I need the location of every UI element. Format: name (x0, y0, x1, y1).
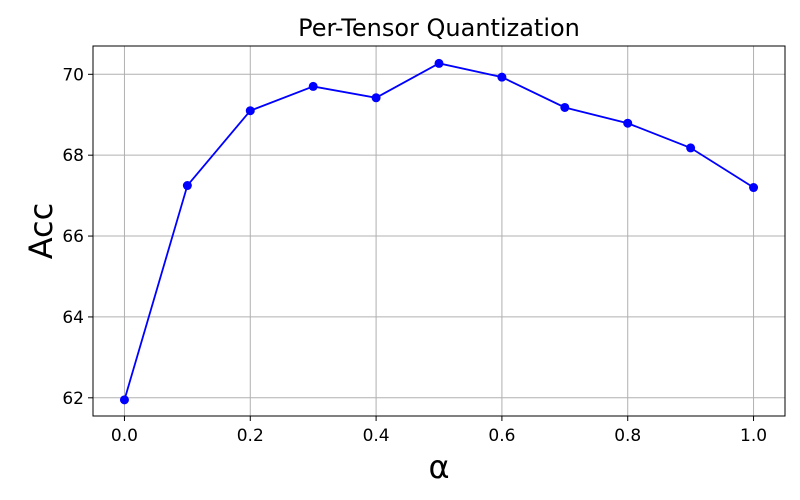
plot-frame (92, 45, 786, 417)
x-tick-label: 0.4 (363, 426, 390, 446)
data-point (245, 106, 255, 116)
series-layer (119, 58, 759, 405)
data-point (308, 81, 318, 91)
data-point (434, 58, 444, 68)
y-tick-label: 66 (62, 227, 84, 247)
x-axis-label: α (428, 448, 449, 486)
x-tick-label: 0.0 (111, 426, 138, 446)
y-tick-label: 62 (62, 389, 84, 409)
data-point (623, 118, 633, 128)
x-tick-label: 0.2 (237, 426, 264, 446)
y-tick-label: 68 (62, 146, 84, 166)
data-point (371, 93, 381, 103)
data-point (119, 395, 129, 405)
data-point (497, 72, 507, 82)
data-point (560, 102, 570, 112)
grid (93, 46, 785, 416)
ticks: 0.0 0.2 0.4 0.6 0.8 1.0 62 64 66 68 70 (62, 65, 767, 446)
y-tick-label: 64 (62, 308, 84, 328)
y-axis-label: Acc (22, 203, 60, 260)
x-tick-label: 0.6 (488, 426, 515, 446)
chart-title: Per-Tensor Quantization (298, 14, 580, 42)
y-tick-label: 70 (62, 65, 84, 85)
x-tick-label: 1.0 (740, 426, 767, 446)
x-tick-label: 0.8 (614, 426, 641, 446)
data-point (686, 143, 696, 153)
series-line (123, 62, 755, 401)
data-point (182, 181, 192, 191)
data-point (749, 183, 759, 193)
